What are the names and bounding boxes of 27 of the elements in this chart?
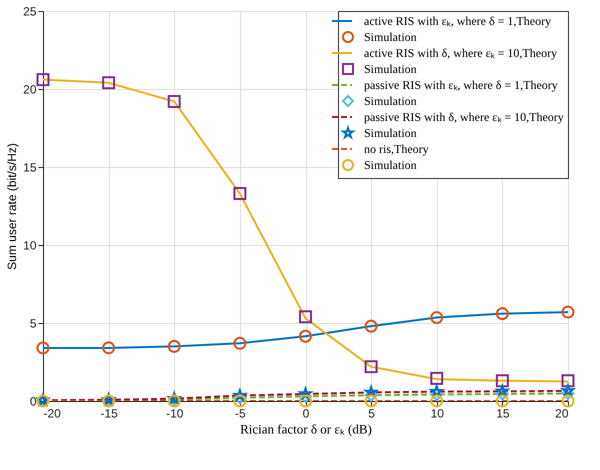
- x-tick-label: 15: [496, 406, 510, 420]
- legend-label: passive RIS with δ, where εₖ = 10,Theory: [364, 110, 564, 124]
- y-tick-label: 0: [30, 394, 37, 408]
- y-tick-label: 5: [30, 316, 37, 330]
- y-tick-label: 25: [23, 4, 37, 18]
- x-tick-label: 10: [430, 406, 444, 420]
- x-tick-label: -20: [44, 406, 62, 420]
- legend-label: active RIS with δ, where εₖ = 10,Theory: [364, 46, 558, 60]
- legend-label: passive RIS with εₖ, where δ = 1,Theory: [364, 78, 558, 92]
- legend-label: Simulation: [364, 94, 417, 108]
- y-axis-title: Sum user rate (bit/s/Hz): [5, 143, 20, 270]
- legend-label: no ris,Theory: [364, 142, 429, 156]
- x-tick-label: 0: [302, 406, 310, 420]
- x-tick-label: -10: [166, 406, 184, 420]
- y-tick-label: 20: [23, 82, 37, 96]
- y-tick-label: 10: [23, 238, 37, 252]
- legend-label: Simulation: [364, 126, 417, 140]
- x-tick-label: -15: [100, 406, 118, 420]
- legend-label: Simulation: [364, 158, 417, 172]
- x-axis-title: Rician factor δ or εₖ (dB): [240, 422, 372, 436]
- x-tick-label: 20: [555, 406, 569, 420]
- legend-label: active RIS with εₖ, where δ = 1,Theory: [364, 14, 552, 28]
- y-tick-label: 15: [23, 160, 37, 174]
- legend-label: Simulation: [364, 62, 417, 76]
- x-tick-label: -5: [235, 406, 246, 420]
- x-tick-label: 5: [368, 406, 376, 420]
- legend-label: Simulation: [364, 30, 417, 44]
